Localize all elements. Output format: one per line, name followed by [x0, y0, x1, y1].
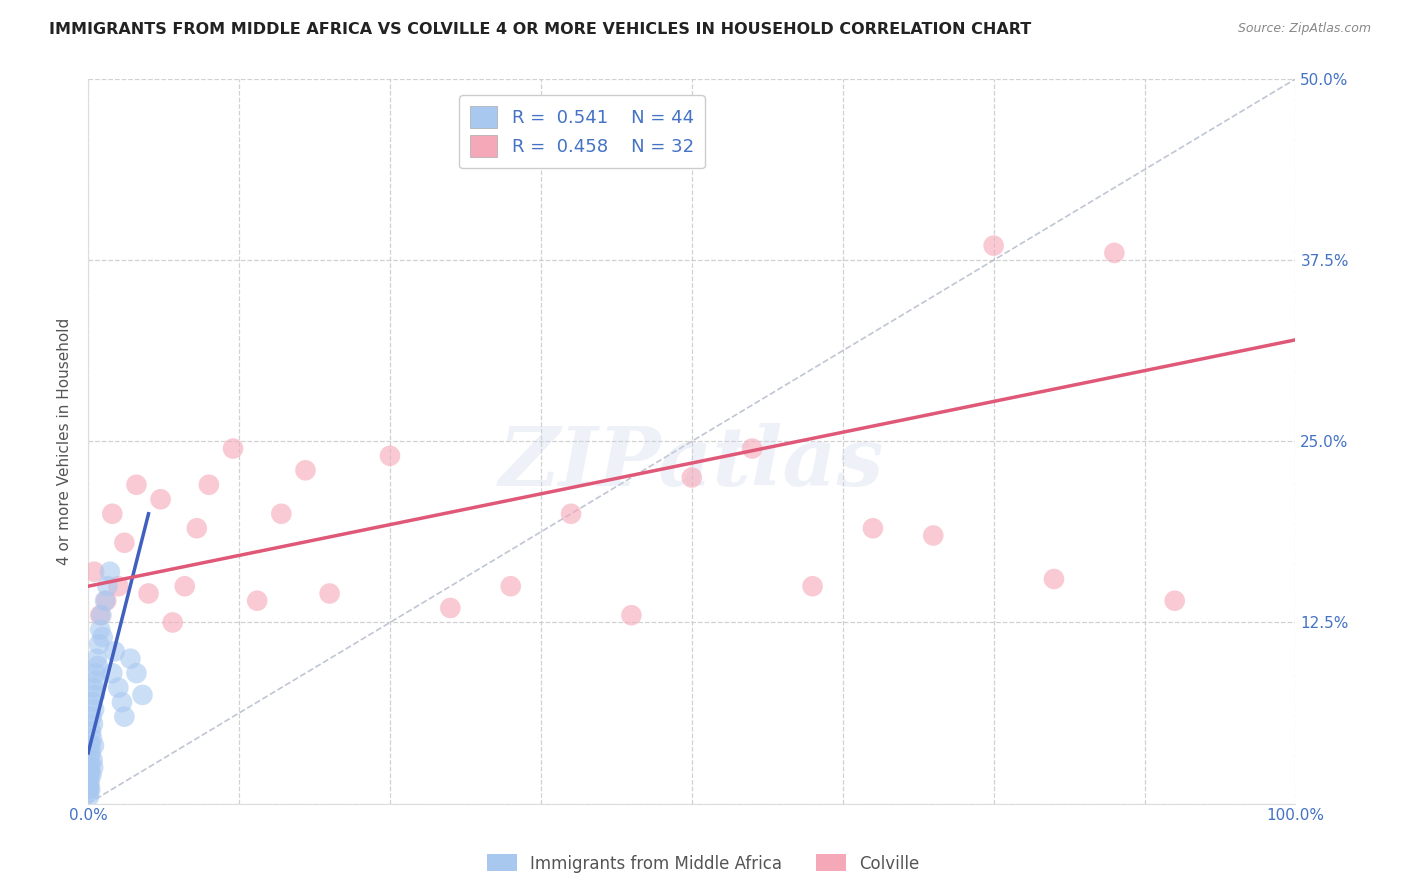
Point — [439, 601, 461, 615]
Point — [101, 666, 124, 681]
Legend: R =  0.541    N = 44, R =  0.458    N = 32: R = 0.541 N = 44, R = 0.458 N = 32 — [460, 95, 704, 169]
Point — [198, 477, 221, 491]
Point — [922, 528, 945, 542]
Point — [112, 535, 135, 549]
Point — [107, 681, 129, 695]
Point — [83, 565, 105, 579]
Point — [1104, 246, 1126, 260]
Point — [96, 593, 118, 607]
Point — [83, 739, 105, 753]
Point — [83, 688, 105, 702]
Point — [87, 637, 110, 651]
Point — [98, 565, 121, 579]
Point — [125, 477, 148, 491]
Point — [620, 608, 643, 623]
Point — [104, 644, 127, 658]
Point — [89, 623, 111, 637]
Point — [90, 608, 112, 623]
Point — [125, 666, 148, 681]
Point — [82, 695, 104, 709]
Point — [77, 782, 100, 797]
Point — [120, 651, 142, 665]
Point — [79, 767, 101, 781]
Text: ZIPatlas: ZIPatlas — [499, 423, 884, 503]
Point — [80, 709, 103, 723]
Point — [86, 651, 108, 665]
Point — [89, 608, 111, 623]
Point — [82, 717, 104, 731]
Point — [101, 507, 124, 521]
Point — [94, 593, 117, 607]
Point — [91, 630, 114, 644]
Point — [84, 673, 107, 688]
Point — [138, 586, 160, 600]
Point — [77, 785, 100, 799]
Point — [82, 760, 104, 774]
Point — [246, 593, 269, 607]
Point — [80, 724, 103, 739]
Point — [96, 579, 118, 593]
Point — [79, 782, 101, 797]
Point — [83, 702, 105, 716]
Point — [80, 767, 103, 781]
Point — [80, 731, 103, 746]
Point — [79, 739, 101, 753]
Point — [222, 442, 245, 456]
Point — [84, 666, 107, 681]
Y-axis label: 4 or more Vehicles in Household: 4 or more Vehicles in Household — [58, 318, 72, 565]
Point — [77, 771, 100, 785]
Point — [294, 463, 316, 477]
Point — [87, 659, 110, 673]
Point — [79, 760, 101, 774]
Point — [681, 470, 703, 484]
Point — [983, 238, 1005, 252]
Point — [741, 442, 763, 456]
Point — [801, 579, 824, 593]
Point — [378, 449, 401, 463]
Point — [499, 579, 522, 593]
Point — [77, 779, 100, 793]
Point — [560, 507, 582, 521]
Text: IMMIGRANTS FROM MIDDLE AFRICA VS COLVILLE 4 OR MORE VEHICLES IN HOUSEHOLD CORREL: IMMIGRANTS FROM MIDDLE AFRICA VS COLVILL… — [49, 22, 1032, 37]
Point — [80, 746, 103, 760]
Point — [111, 695, 134, 709]
Point — [131, 688, 153, 702]
Point — [1164, 593, 1187, 607]
Point — [1043, 572, 1066, 586]
Point — [112, 709, 135, 723]
Point — [149, 492, 172, 507]
Point — [162, 615, 184, 630]
Point — [270, 507, 292, 521]
Point — [318, 586, 340, 600]
Point — [107, 579, 129, 593]
Point — [83, 681, 105, 695]
Point — [862, 521, 884, 535]
Text: Source: ZipAtlas.com: Source: ZipAtlas.com — [1237, 22, 1371, 36]
Point — [79, 775, 101, 789]
Point — [82, 753, 104, 767]
Point — [79, 764, 101, 779]
Point — [79, 753, 101, 767]
Point — [186, 521, 208, 535]
Legend: Immigrants from Middle Africa, Colville: Immigrants from Middle Africa, Colville — [481, 847, 925, 880]
Point — [77, 789, 100, 804]
Point — [173, 579, 195, 593]
